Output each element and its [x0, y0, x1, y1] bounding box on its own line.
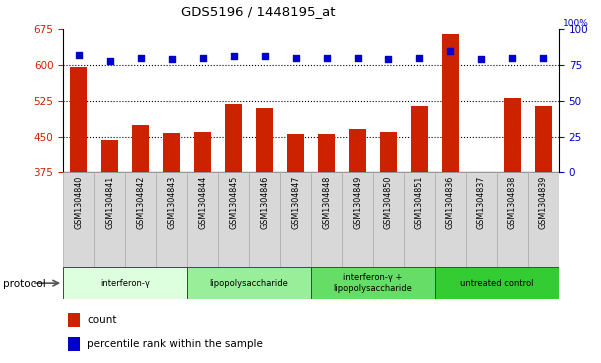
Text: GSM1304839: GSM1304839: [539, 175, 548, 229]
Bar: [342, 172, 373, 267]
Bar: [497, 172, 528, 267]
Point: [383, 56, 393, 62]
Point: [229, 53, 239, 59]
Bar: [63, 267, 187, 299]
Text: GSM1304851: GSM1304851: [415, 175, 424, 229]
Bar: [311, 267, 435, 299]
Point: [74, 52, 84, 58]
Bar: [125, 172, 156, 267]
Bar: [349, 129, 366, 172]
Bar: [287, 134, 304, 172]
Point: [477, 56, 486, 62]
Text: GSM1304848: GSM1304848: [322, 175, 331, 228]
Bar: [218, 172, 249, 267]
Bar: [194, 132, 211, 172]
Point: [538, 55, 548, 61]
Point: [353, 55, 362, 61]
Bar: [63, 172, 94, 267]
Bar: [101, 140, 118, 172]
Bar: [68, 337, 81, 351]
Bar: [435, 172, 466, 267]
Point: [260, 53, 269, 59]
Bar: [411, 106, 428, 172]
Point: [322, 55, 331, 61]
Point: [415, 55, 424, 61]
Text: GSM1304846: GSM1304846: [260, 175, 269, 228]
Text: GDS5196 / 1448195_at: GDS5196 / 1448195_at: [181, 5, 336, 19]
Point: [508, 55, 517, 61]
Bar: [225, 104, 242, 172]
Text: interferon-γ +
lipopolysaccharide: interferon-γ + lipopolysaccharide: [334, 273, 412, 293]
Bar: [187, 267, 311, 299]
Text: GSM1304838: GSM1304838: [508, 175, 517, 228]
Text: untreated control: untreated control: [460, 279, 534, 287]
Bar: [94, 172, 125, 267]
Bar: [311, 172, 342, 267]
Bar: [535, 106, 552, 172]
Bar: [404, 172, 435, 267]
Bar: [70, 67, 87, 172]
Bar: [380, 132, 397, 172]
Bar: [435, 267, 559, 299]
Bar: [528, 172, 559, 267]
Text: GSM1304837: GSM1304837: [477, 175, 486, 229]
Text: GSM1304840: GSM1304840: [74, 175, 83, 228]
Text: GSM1304841: GSM1304841: [105, 175, 114, 228]
Bar: [318, 134, 335, 172]
Text: GSM1304844: GSM1304844: [198, 175, 207, 228]
Text: interferon-γ: interferon-γ: [100, 279, 150, 287]
Text: count: count: [87, 315, 117, 325]
Text: GSM1304843: GSM1304843: [167, 175, 176, 228]
Bar: [188, 172, 218, 267]
Point: [166, 56, 176, 62]
Bar: [504, 98, 521, 172]
Bar: [256, 108, 273, 172]
Bar: [280, 172, 311, 267]
Bar: [373, 172, 404, 267]
Text: 100%: 100%: [563, 19, 589, 28]
Bar: [156, 172, 187, 267]
Text: GSM1304845: GSM1304845: [229, 175, 238, 229]
Text: GSM1304842: GSM1304842: [136, 175, 145, 229]
Point: [446, 48, 456, 53]
Point: [291, 55, 300, 61]
Point: [198, 55, 207, 61]
Text: GSM1304850: GSM1304850: [384, 175, 393, 229]
Text: GSM1304847: GSM1304847: [291, 175, 300, 229]
Bar: [132, 125, 149, 172]
Bar: [249, 172, 280, 267]
Text: percentile rank within the sample: percentile rank within the sample: [87, 339, 263, 349]
Point: [105, 58, 114, 64]
Bar: [442, 34, 459, 172]
Bar: [163, 133, 180, 172]
Text: GSM1304849: GSM1304849: [353, 175, 362, 229]
Bar: [68, 313, 81, 327]
Text: protocol: protocol: [3, 279, 46, 289]
Text: lipopolysaccharide: lipopolysaccharide: [210, 279, 288, 287]
Point: [136, 55, 145, 61]
Bar: [466, 172, 497, 267]
Text: GSM1304836: GSM1304836: [446, 175, 455, 228]
